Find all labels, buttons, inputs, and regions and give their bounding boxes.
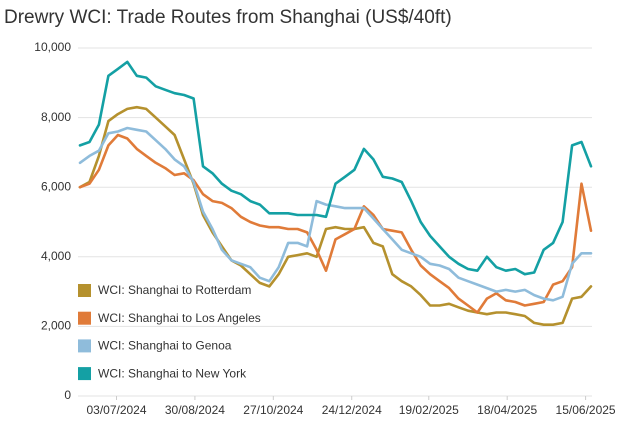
y-tick-label: 2,000 xyxy=(41,319,71,333)
legend-label: WCI: Shanghai to New York xyxy=(98,366,247,380)
series-line xyxy=(78,133,593,314)
x-tick-label: 03/07/2024 xyxy=(86,403,146,417)
series-line xyxy=(78,60,593,276)
y-tick-label: 10,000 xyxy=(34,40,71,54)
x-tick-label: 24/12/2024 xyxy=(322,403,382,417)
series-line xyxy=(78,105,593,326)
y-tick-label: 8,000 xyxy=(41,110,71,124)
x-tick-label: 19/02/2025 xyxy=(399,403,459,417)
y-tick-label: 0 xyxy=(64,388,71,402)
x-tick-label: 15/06/2025 xyxy=(556,403,616,417)
x-tick-label: 18/04/2025 xyxy=(477,403,537,417)
plot-area xyxy=(78,60,593,326)
y-tick-label: 6,000 xyxy=(41,179,71,193)
x-tick-label: 27/10/2024 xyxy=(243,403,303,417)
legend-swatch xyxy=(78,284,91,297)
legend-swatch xyxy=(78,367,91,381)
grid: 0 2,000 4,000 6,000 8,000 10,000 03/07/2024 30/… xyxy=(34,40,616,417)
legend-swatch xyxy=(78,339,91,353)
legend-label: WCI: Shanghai to Rotterdam xyxy=(98,283,251,297)
legend-swatch xyxy=(78,311,91,325)
legend-label: WCI: Shanghai to Los Angeles xyxy=(98,311,261,325)
legend-label: WCI: Shanghai to Genoa xyxy=(98,339,232,353)
series-line xyxy=(78,126,593,302)
y-tick-label: 4,000 xyxy=(41,249,71,263)
x-tick-label: 30/08/2024 xyxy=(165,403,225,417)
legend: WCI: Shanghai to Rotterdam WCI: Shanghai … xyxy=(78,283,261,380)
chart-title: Drewry WCI: Trade Routes from Shanghai (… xyxy=(4,7,452,28)
